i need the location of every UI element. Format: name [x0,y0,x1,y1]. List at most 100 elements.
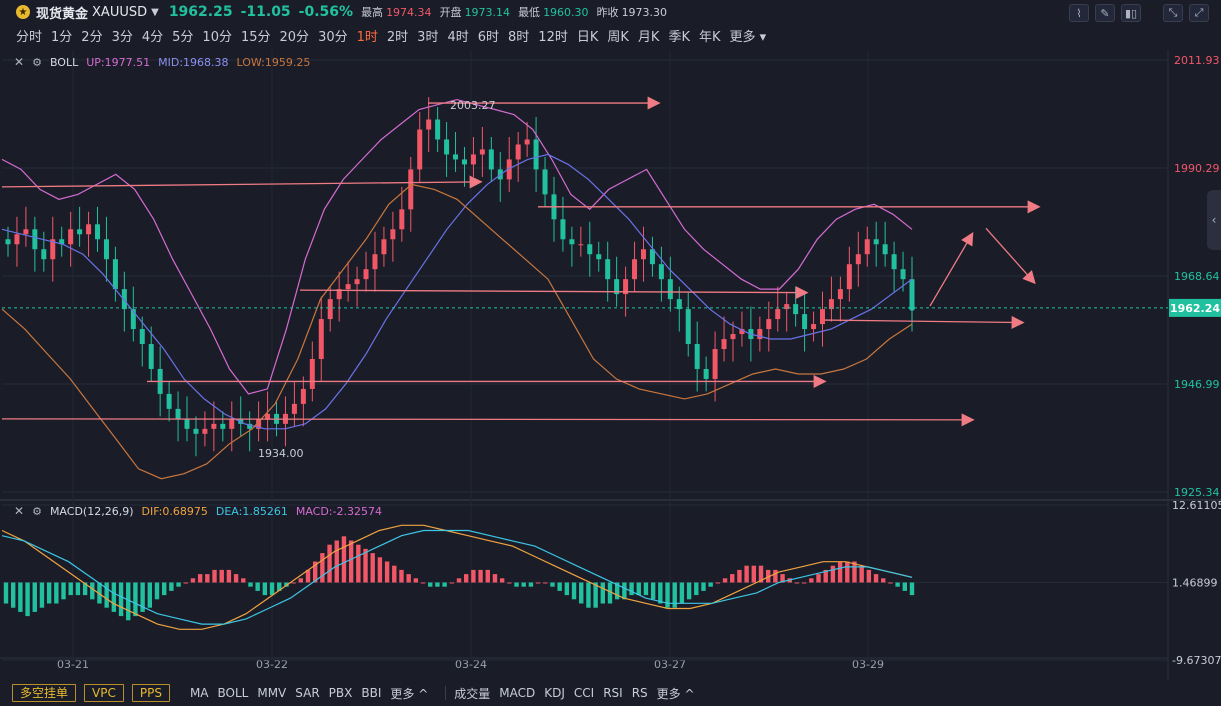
candle-body [318,319,324,359]
candle-body [667,279,673,300]
divider [445,686,447,700]
macd-histogram-bar [715,582,721,584]
macd-y-tick-label: 1.46899 [1172,577,1218,590]
candle-body [470,154,476,165]
macd-histogram-bar [816,574,821,583]
macd-histogram-bar [111,582,117,612]
macd-histogram-bar [694,582,699,596]
candle-body [846,264,852,290]
instrument-title: 现货黄金 [36,6,89,22]
macd-histogram-bar [399,569,404,583]
macd-histogram-bar [809,578,814,583]
candle-body [560,219,566,240]
period-tab[interactable]: 12时 [538,30,568,45]
candle-body [211,423,217,429]
candle-body [220,423,226,429]
main-indicator-tab[interactable]: SAR [295,686,320,700]
more-sub-indicators[interactable]: 更多 ^ [656,686,695,701]
gold-coin-icon: ★ [16,5,30,19]
period-tab[interactable]: 30分 [318,30,348,45]
period-tab[interactable]: 2分 [81,30,103,45]
period-tab[interactable]: 8时 [508,30,530,45]
macd-y-tick-label: -9.67307 [1172,654,1221,667]
main-indicator-tab[interactable]: BBI [361,686,382,700]
sub-indicator-tab[interactable]: MACD [499,686,536,700]
tool-button[interactable]: 多空挂单 [12,684,77,702]
period-tab[interactable]: 4分 [141,30,164,45]
period-tab[interactable]: 2时 [386,30,409,45]
macd-histogram-bar [384,561,390,583]
close-icon[interactable]: ✕ [14,504,25,518]
candle-body [479,149,485,155]
candle-body [775,309,781,320]
chart-canvas[interactable]: 2011.93 1990.29 1968.64 1946.99 1925.34 03-21… [0,50,1221,680]
sub-indicator-tab[interactable]: 成交量 [454,686,491,701]
settings-icon[interactable]: ⚙ [32,55,42,69]
macd-histogram-bar [284,582,289,587]
fullscreen-icon[interactable]: ⤢ [1189,4,1209,22]
candle-body [855,254,861,265]
macd-histogram-bar [406,574,411,583]
macd-histogram-bar [686,582,692,600]
period-tab[interactable]: 1分 [51,30,73,45]
draw-pen-icon[interactable]: ✎ [1095,4,1115,22]
price-change-pct: -0.56% [298,4,354,20]
main-indicator-tab[interactable]: MMV [257,686,287,700]
chevron-down-icon[interactable]: ▼ [151,6,159,18]
macd-histogram-bar [499,578,505,583]
period-tab[interactable]: 月K [637,30,660,45]
sub-indicator-tab[interactable]: KDJ [544,686,565,700]
settings-icon[interactable]: ⚙ [32,504,42,518]
header-bar: ★ 现货黄金 XAUUSD ▼ 1962.25 -11.05 -0.56% 最高… [0,0,1221,24]
price-change: -11.05 [240,4,291,20]
period-tab[interactable]: 3分 [111,30,133,45]
period-tab[interactable]: 3时 [417,30,439,45]
prev-close-label: 昨收 [596,6,619,19]
period-tab[interactable]: 4时 [447,30,469,45]
period-tab[interactable]: 1时 [356,30,378,45]
sub-indicator-tab[interactable]: CCI [573,686,595,700]
tool-button[interactable]: VPC [84,684,124,702]
period-tab[interactable]: 日K [576,30,599,45]
period-tab[interactable]: 周K [607,30,629,45]
main-indicator-tab[interactable]: PBX [328,686,353,700]
macd-histogram-bar [190,578,196,583]
period-tab[interactable]: 季K [668,30,690,45]
macd-histogram-bar [154,582,160,600]
macd-histogram-bar [873,574,879,583]
macd-histogram-bar [744,565,749,583]
candle-body [649,249,655,265]
more-main-indicators[interactable]: 更多 ^ [390,686,429,701]
candlestick-icon[interactable]: ▮▯ [1121,4,1141,22]
collapse-icon[interactable]: ⤡ [1163,4,1183,22]
instrument-symbol[interactable]: XAUUSD [92,4,148,20]
period-tab[interactable]: 分时 [16,30,43,45]
sub-indicator-tab[interactable]: RS [631,686,648,700]
candle-body [50,239,56,260]
x-tick-label: 03-27 [654,658,686,671]
macd-histogram-bar [730,574,735,583]
period-tab[interactable]: 更多 ▾ [729,30,767,45]
macd-dea-value: DEA:1.85261 [215,504,288,518]
candle-body [542,169,548,195]
main-indicator-tab[interactable]: BOLL [217,686,249,700]
sub-indicator-tab[interactable]: RSI [603,686,623,700]
main-indicator-tab[interactable]: MA [189,686,209,700]
period-tab[interactable]: 10分 [202,30,232,45]
macd-y-tick-label: 12.61105 [1172,499,1221,512]
period-tab[interactable]: 15分 [240,30,271,45]
period-tab[interactable]: 5分 [172,30,194,45]
candle-body [658,264,664,280]
macd-histogram-bar [463,574,469,583]
line-chart-icon[interactable]: ⌇ [1069,4,1089,22]
tool-button[interactable]: PPS [131,684,170,702]
side-panel-toggle[interactable]: ‹ [1207,190,1221,250]
open-value: 1973.14 [464,5,511,19]
macd-histogram-bar [557,582,562,591]
close-icon[interactable]: ✕ [14,55,25,69]
macd-histogram-bar [449,582,455,584]
period-tab[interactable]: 6时 [477,30,500,45]
macd-histogram-bar [420,582,426,584]
period-tab[interactable]: 20分 [279,30,310,45]
period-tab[interactable]: 年K [698,30,721,45]
